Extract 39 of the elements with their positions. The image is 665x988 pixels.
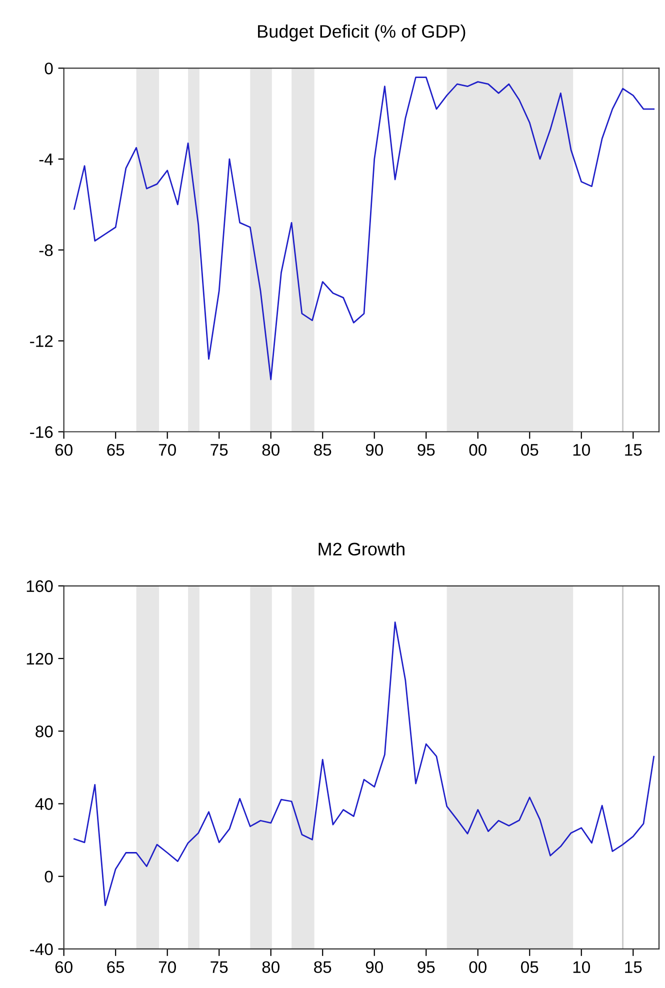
x-tick-label: 65 (107, 961, 124, 974)
x-tick-label: 00 (469, 444, 486, 456)
x-tick-label: 90 (366, 961, 383, 974)
x-tick-label: 85 (314, 961, 332, 974)
x-tick-label: 10 (573, 444, 590, 456)
x-tick-label: 80 (262, 961, 280, 974)
x-tick-label: 90 (366, 444, 383, 456)
y-tick-label: -12 (30, 335, 53, 347)
x-tick-label: 70 (158, 961, 176, 974)
y-tick-label: -8 (39, 244, 53, 256)
y-tick-label: 0 (44, 870, 53, 883)
y-tick-label: 40 (35, 798, 53, 810)
y-tick-label: 120 (26, 652, 53, 665)
x-tick-label: 10 (573, 961, 590, 974)
x-tick-label: 65 (107, 444, 124, 456)
chart-title: Budget Deficit (% of GDP) (258, 24, 466, 42)
x-tick-label: 80 (262, 444, 280, 456)
x-tick-label: 15 (625, 444, 642, 456)
x-tick-label: 60 (55, 444, 72, 456)
x-tick-label: 95 (418, 444, 435, 456)
y-tick-label: 80 (36, 726, 53, 738)
x-tick-label: 05 (521, 444, 538, 456)
line-series (73, 76, 655, 380)
x-tick-label: 05 (521, 961, 538, 974)
y-tick-label: 160 (26, 580, 53, 592)
x-tick-label: 95 (418, 961, 435, 974)
x-tick-label: 15 (625, 961, 642, 974)
x-tick-label: 00 (469, 961, 486, 974)
chart-title: M2 Growth (318, 542, 404, 556)
y-tick-label: -4 (39, 154, 53, 166)
y-tick-label: -40 (30, 943, 53, 956)
x-tick-label: 75 (210, 444, 228, 456)
line-series (73, 622, 655, 906)
y-tick-label: 0 (44, 62, 53, 74)
x-tick-label: 60 (55, 961, 72, 974)
x-tick-label: 75 (210, 961, 228, 974)
x-tick-label: 85 (314, 444, 332, 456)
y-tick-label: -16 (30, 426, 53, 438)
x-tick-label: 70 (158, 444, 176, 456)
